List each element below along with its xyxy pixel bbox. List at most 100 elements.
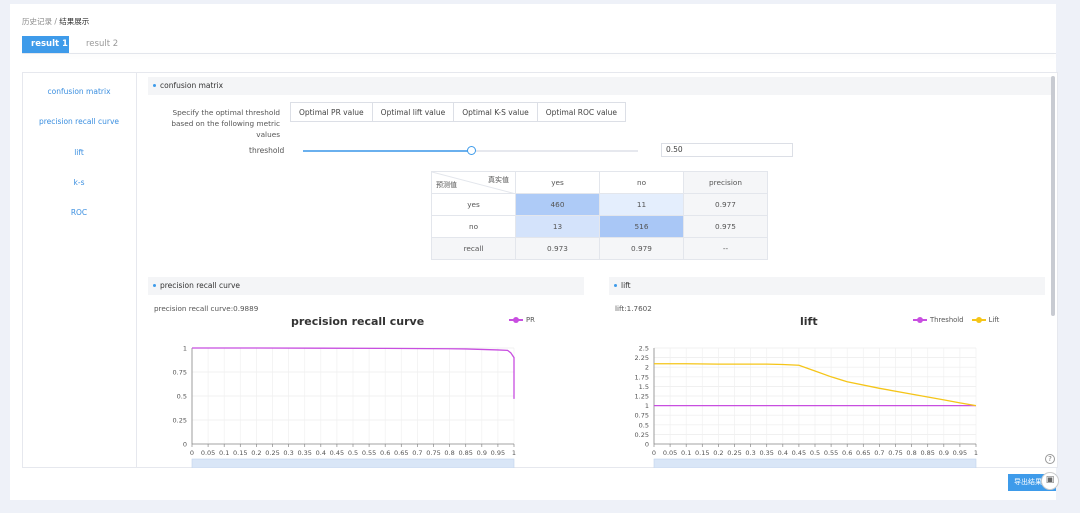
sidebar: confusion matrix precision recall curve … <box>22 72 137 468</box>
lift-y-tick-label: 0.25 <box>635 431 649 439</box>
pr-legend[interactable]: PR <box>509 316 535 324</box>
pr-x-tick-label: 0.85 <box>458 449 472 457</box>
pr-x-tick-label: 0.55 <box>362 449 376 457</box>
cell-precision-no: 0.975 <box>683 215 768 238</box>
tabs-divider <box>22 53 1056 54</box>
pr-x-tick-label: 0.2 <box>251 449 261 457</box>
row-label-no: no <box>431 215 516 238</box>
threshold-slider-fill <box>303 150 471 152</box>
sidebar-item-lift[interactable]: lift <box>74 148 84 157</box>
lift-y-tick-label: 1 <box>645 402 649 410</box>
table-row: yes 460 11 0.977 <box>431 193 768 216</box>
lift-x-tick-label: 0 <box>652 449 656 457</box>
help-icon[interactable]: ? <box>1045 454 1055 464</box>
cell-recall-precision: -- <box>683 237 768 260</box>
lift-legend[interactable]: Threshold Lift <box>913 316 999 324</box>
pr-x-tick-label: 0.15 <box>233 449 247 457</box>
pr-x-tick-label: 0.95 <box>491 449 505 457</box>
corner-diagonal-line <box>432 172 516 194</box>
pr-y-tick-label: 0.25 <box>173 417 187 425</box>
lift-x-tick-label: 0.4 <box>778 449 788 457</box>
pr-x-tick-label: 0 <box>190 449 194 457</box>
optimal-ks-button[interactable]: Optimal K-S value <box>453 102 538 122</box>
breadcrumb: 历史记录 / 结果展示 <box>22 16 89 27</box>
cell-tn: 516 <box>599 215 684 238</box>
pr-x-tick-label: 0.3 <box>283 449 293 457</box>
tab-result-1[interactable]: result 1 <box>22 36 69 53</box>
lift-x-tick-label: 0.8 <box>906 449 916 457</box>
lift-x-tick-label: 0.35 <box>759 449 773 457</box>
confusion-matrix-table: 真实值 预测值 yes no precision yes 460 11 0.97… <box>431 171 768 260</box>
col-header-no: no <box>599 171 684 194</box>
pr-x-tick-label: 0.1 <box>219 449 229 457</box>
cell-fp: 11 <box>599 193 684 216</box>
pr-x-tick-label: 0.8 <box>444 449 454 457</box>
sidebar-item-roc[interactable]: ROC <box>70 208 88 217</box>
sidebar-item-confusion-matrix[interactable]: confusion matrix <box>47 87 111 96</box>
lift-y-tick-label: 0 <box>645 441 649 449</box>
lift-y-tick-label: 1.5 <box>639 383 649 391</box>
threshold-input[interactable]: 0.50 <box>661 143 793 157</box>
cell-recall-no: 0.979 <box>599 237 684 260</box>
save-icon[interactable]: ▣ <box>1041 472 1059 490</box>
lift-x-tick-label: 0.45 <box>792 449 806 457</box>
lift-x-tick-label: 0.3 <box>745 449 755 457</box>
corner-actual-label: 真实值 <box>488 176 509 184</box>
confusion-matrix-header: confusion matrix <box>148 77 1051 95</box>
sidebar-item-precision-recall-curve[interactable]: precision recall curve <box>38 117 120 126</box>
col-header-yes: yes <box>515 171 600 194</box>
breadcrumb-separator: / <box>52 17 60 26</box>
pr-y-tick-label: 0.5 <box>177 393 187 401</box>
threshold-slider-handle[interactable] <box>467 146 476 155</box>
optimal-roc-button[interactable]: Optimal ROC value <box>536 102 627 122</box>
table-row: recall 0.973 0.979 -- <box>431 237 768 260</box>
lift-chart-title: lift <box>800 315 818 328</box>
optimal-lift-button[interactable]: Optimal lift value <box>371 102 455 122</box>
pr-x-tick-label: 0.5 <box>348 449 358 457</box>
lift-y-tick-label: 0.5 <box>639 421 649 429</box>
lift-x-tick-label: 0.25 <box>727 449 741 457</box>
pr-y-tick-label: 1 <box>183 345 187 353</box>
pr-x-tick-label: 0.9 <box>477 449 487 457</box>
lift-x-tick-label: 0.55 <box>824 449 838 457</box>
lift-x-tick-label: 0.75 <box>888 449 902 457</box>
corner-predicted-label: 预测值 <box>436 181 457 189</box>
lift-y-tick-label: 2.5 <box>639 345 649 353</box>
lift-legend-label: Lift <box>988 316 1000 324</box>
optimal-button-group: Optimal PR value Optimal lift value Opti… <box>290 102 627 122</box>
lift-x-tick-label: 0.9 <box>939 449 949 457</box>
pr-y-tick-label: 0.75 <box>173 369 187 377</box>
lift-y-tick-label: 2 <box>645 364 649 372</box>
pr-x-tick-label: 0.6 <box>380 449 390 457</box>
lift-x-tick-label: 0.2 <box>713 449 723 457</box>
lift-x-tick-label: 0.65 <box>856 449 870 457</box>
threshold-spec-text: Specify the optimal threshold based on t… <box>171 108 280 139</box>
col-header-precision: precision <box>683 171 768 194</box>
pr-legend-icon <box>509 317 523 323</box>
optimal-pr-button[interactable]: Optimal PR value <box>290 102 373 122</box>
lift-x-tick-label: 0.5 <box>810 449 820 457</box>
lift-y-tick-label: 1.25 <box>635 393 649 401</box>
lift-y-tick-label: 2.25 <box>635 354 649 362</box>
table-row: no 13 516 0.975 <box>431 215 768 238</box>
pr-y-tick-label: 0 <box>183 441 187 449</box>
breadcrumb-current: 结果展示 <box>59 17 90 26</box>
cell-recall-yes: 0.973 <box>515 237 600 260</box>
lift-x-tick-label: 0.1 <box>681 449 691 457</box>
sidebar-item-ks[interactable]: k-s <box>73 178 85 187</box>
breadcrumb-parent[interactable]: 历史记录 <box>22 17 52 26</box>
vertical-scrollbar[interactable] <box>1051 76 1055 316</box>
pr-x-tick-label: 0.05 <box>201 449 215 457</box>
threshold-legend-icon <box>913 317 927 323</box>
pr-legend-label: PR <box>526 316 535 324</box>
cell-tp: 460 <box>515 193 600 216</box>
pr-x-tick-label: 1 <box>512 449 516 457</box>
pr-x-tick-label: 0.65 <box>394 449 408 457</box>
row-label-recall: recall <box>431 237 516 260</box>
lift-legend-icon <box>971 317 986 323</box>
tab-result-2[interactable]: result 2 <box>86 39 119 49</box>
pr-x-tick-label: 0.45 <box>330 449 344 457</box>
threshold-legend-label: Threshold <box>930 316 964 324</box>
pr-metric-value: precision recall curve:0.9889 <box>154 304 259 313</box>
